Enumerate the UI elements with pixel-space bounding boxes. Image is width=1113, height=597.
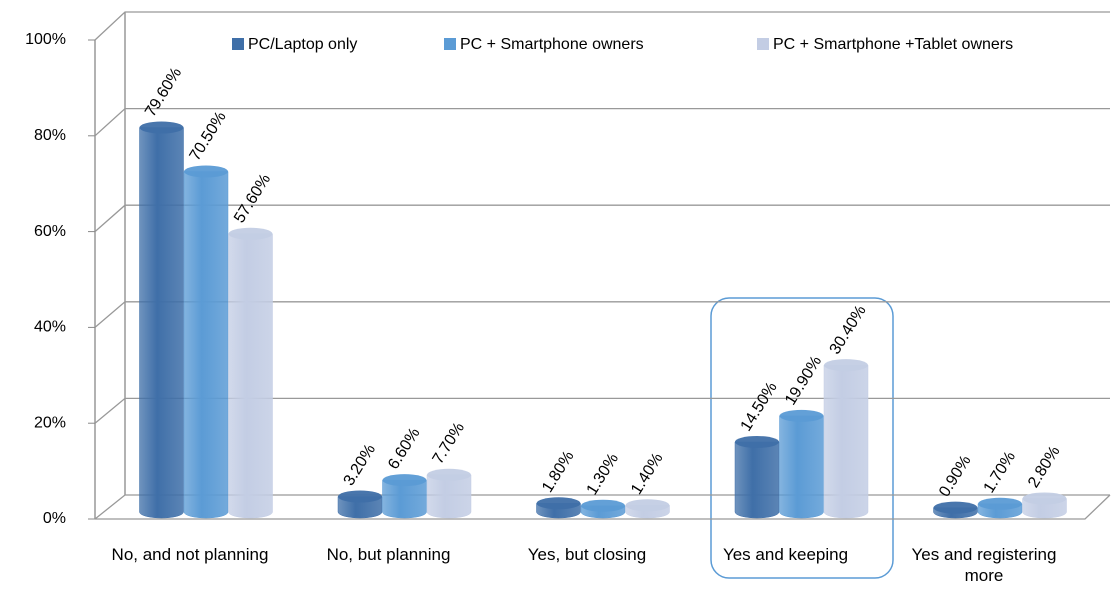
- value-label: 30.40%: [827, 302, 870, 357]
- bar-body: [337, 496, 383, 519]
- legend-label: PC + Smartphone owners: [460, 36, 644, 53]
- legend-swatch: [232, 38, 244, 50]
- bar-top: [779, 409, 824, 422]
- bar: [580, 499, 626, 519]
- bar: [625, 499, 670, 519]
- y-tick-label: 100%: [25, 31, 66, 48]
- value-label: 19.90%: [782, 353, 825, 408]
- bar: [337, 490, 383, 519]
- bar-top: [933, 501, 978, 514]
- bar: [734, 435, 780, 519]
- floor-edge: [95, 494, 1111, 520]
- bar: [933, 501, 978, 519]
- bar-top: [824, 359, 868, 372]
- x-tick-label: No, but planning: [326, 545, 451, 564]
- bar: [139, 121, 184, 519]
- bar-top: [581, 499, 625, 512]
- value-label: 57.60%: [231, 171, 274, 226]
- x-tick-label: No, and not planning: [111, 545, 269, 564]
- legend-swatch: [757, 38, 769, 50]
- bar: [977, 497, 1023, 519]
- y-tick-label: 0%: [43, 510, 66, 527]
- highlight-box: [710, 297, 894, 579]
- value-label: 7.70%: [430, 420, 468, 467]
- bar: [228, 227, 273, 519]
- bar-body: [426, 474, 472, 519]
- x-tick-label: Yes and registering more: [911, 545, 1057, 585]
- bar: [426, 468, 472, 519]
- bar-body: [228, 233, 273, 519]
- legend-label: PC + Smartphone +Tablet owners: [773, 36, 1013, 53]
- grid-line: [94, 301, 1110, 328]
- y-tick-label: 80%: [34, 127, 66, 144]
- bar-top: [1022, 492, 1067, 505]
- y-tick-label: 20%: [34, 414, 66, 431]
- y-tick-label: 60%: [34, 223, 66, 240]
- value-label: 3.20%: [341, 441, 379, 488]
- bar-top: [978, 497, 1022, 510]
- x-tick-label: Yes and keeping: [722, 545, 849, 564]
- bar-body: [139, 127, 184, 519]
- bar-top: [735, 435, 779, 448]
- value-label: 6.60%: [385, 425, 423, 472]
- bar-body: [183, 171, 229, 519]
- bar-body: [823, 364, 869, 519]
- bar-body: [382, 479, 427, 519]
- bar: [382, 474, 427, 519]
- grid-line: [94, 11, 1110, 41]
- legend-swatch: [444, 38, 456, 50]
- x-tick-label: Yes, but closing: [527, 545, 647, 564]
- value-label: 1.40%: [628, 450, 666, 497]
- value-label: 2.80%: [1025, 443, 1063, 490]
- value-label: 14.50%: [738, 379, 781, 434]
- y-tick-label: 40%: [34, 319, 66, 336]
- bar-top: [184, 165, 228, 178]
- value-label: 70.50%: [187, 109, 230, 164]
- value-label: 0.90%: [936, 453, 974, 500]
- bar-top: [228, 227, 273, 240]
- bar: [536, 497, 581, 519]
- grid-line: [94, 397, 1110, 424]
- bar-top: [382, 474, 427, 487]
- bar: [779, 409, 824, 519]
- legend-label: PC/Laptop only: [248, 36, 357, 53]
- value-label: 1.30%: [584, 451, 622, 498]
- bar-top: [139, 121, 184, 134]
- value-label: 79.60%: [142, 65, 185, 120]
- bar: [1022, 492, 1067, 519]
- bar-body: [779, 415, 824, 519]
- bar-top: [536, 497, 581, 510]
- bar: [183, 165, 229, 519]
- value-label: 1.80%: [539, 448, 577, 495]
- bar-top: [338, 490, 382, 503]
- grid-line: [94, 204, 1110, 233]
- bar-top: [625, 499, 670, 512]
- bar-body: [734, 441, 780, 519]
- bar: [823, 359, 869, 519]
- grid-line: [94, 107, 1110, 137]
- bar-top: [427, 468, 471, 481]
- value-label: 1.70%: [981, 449, 1019, 496]
